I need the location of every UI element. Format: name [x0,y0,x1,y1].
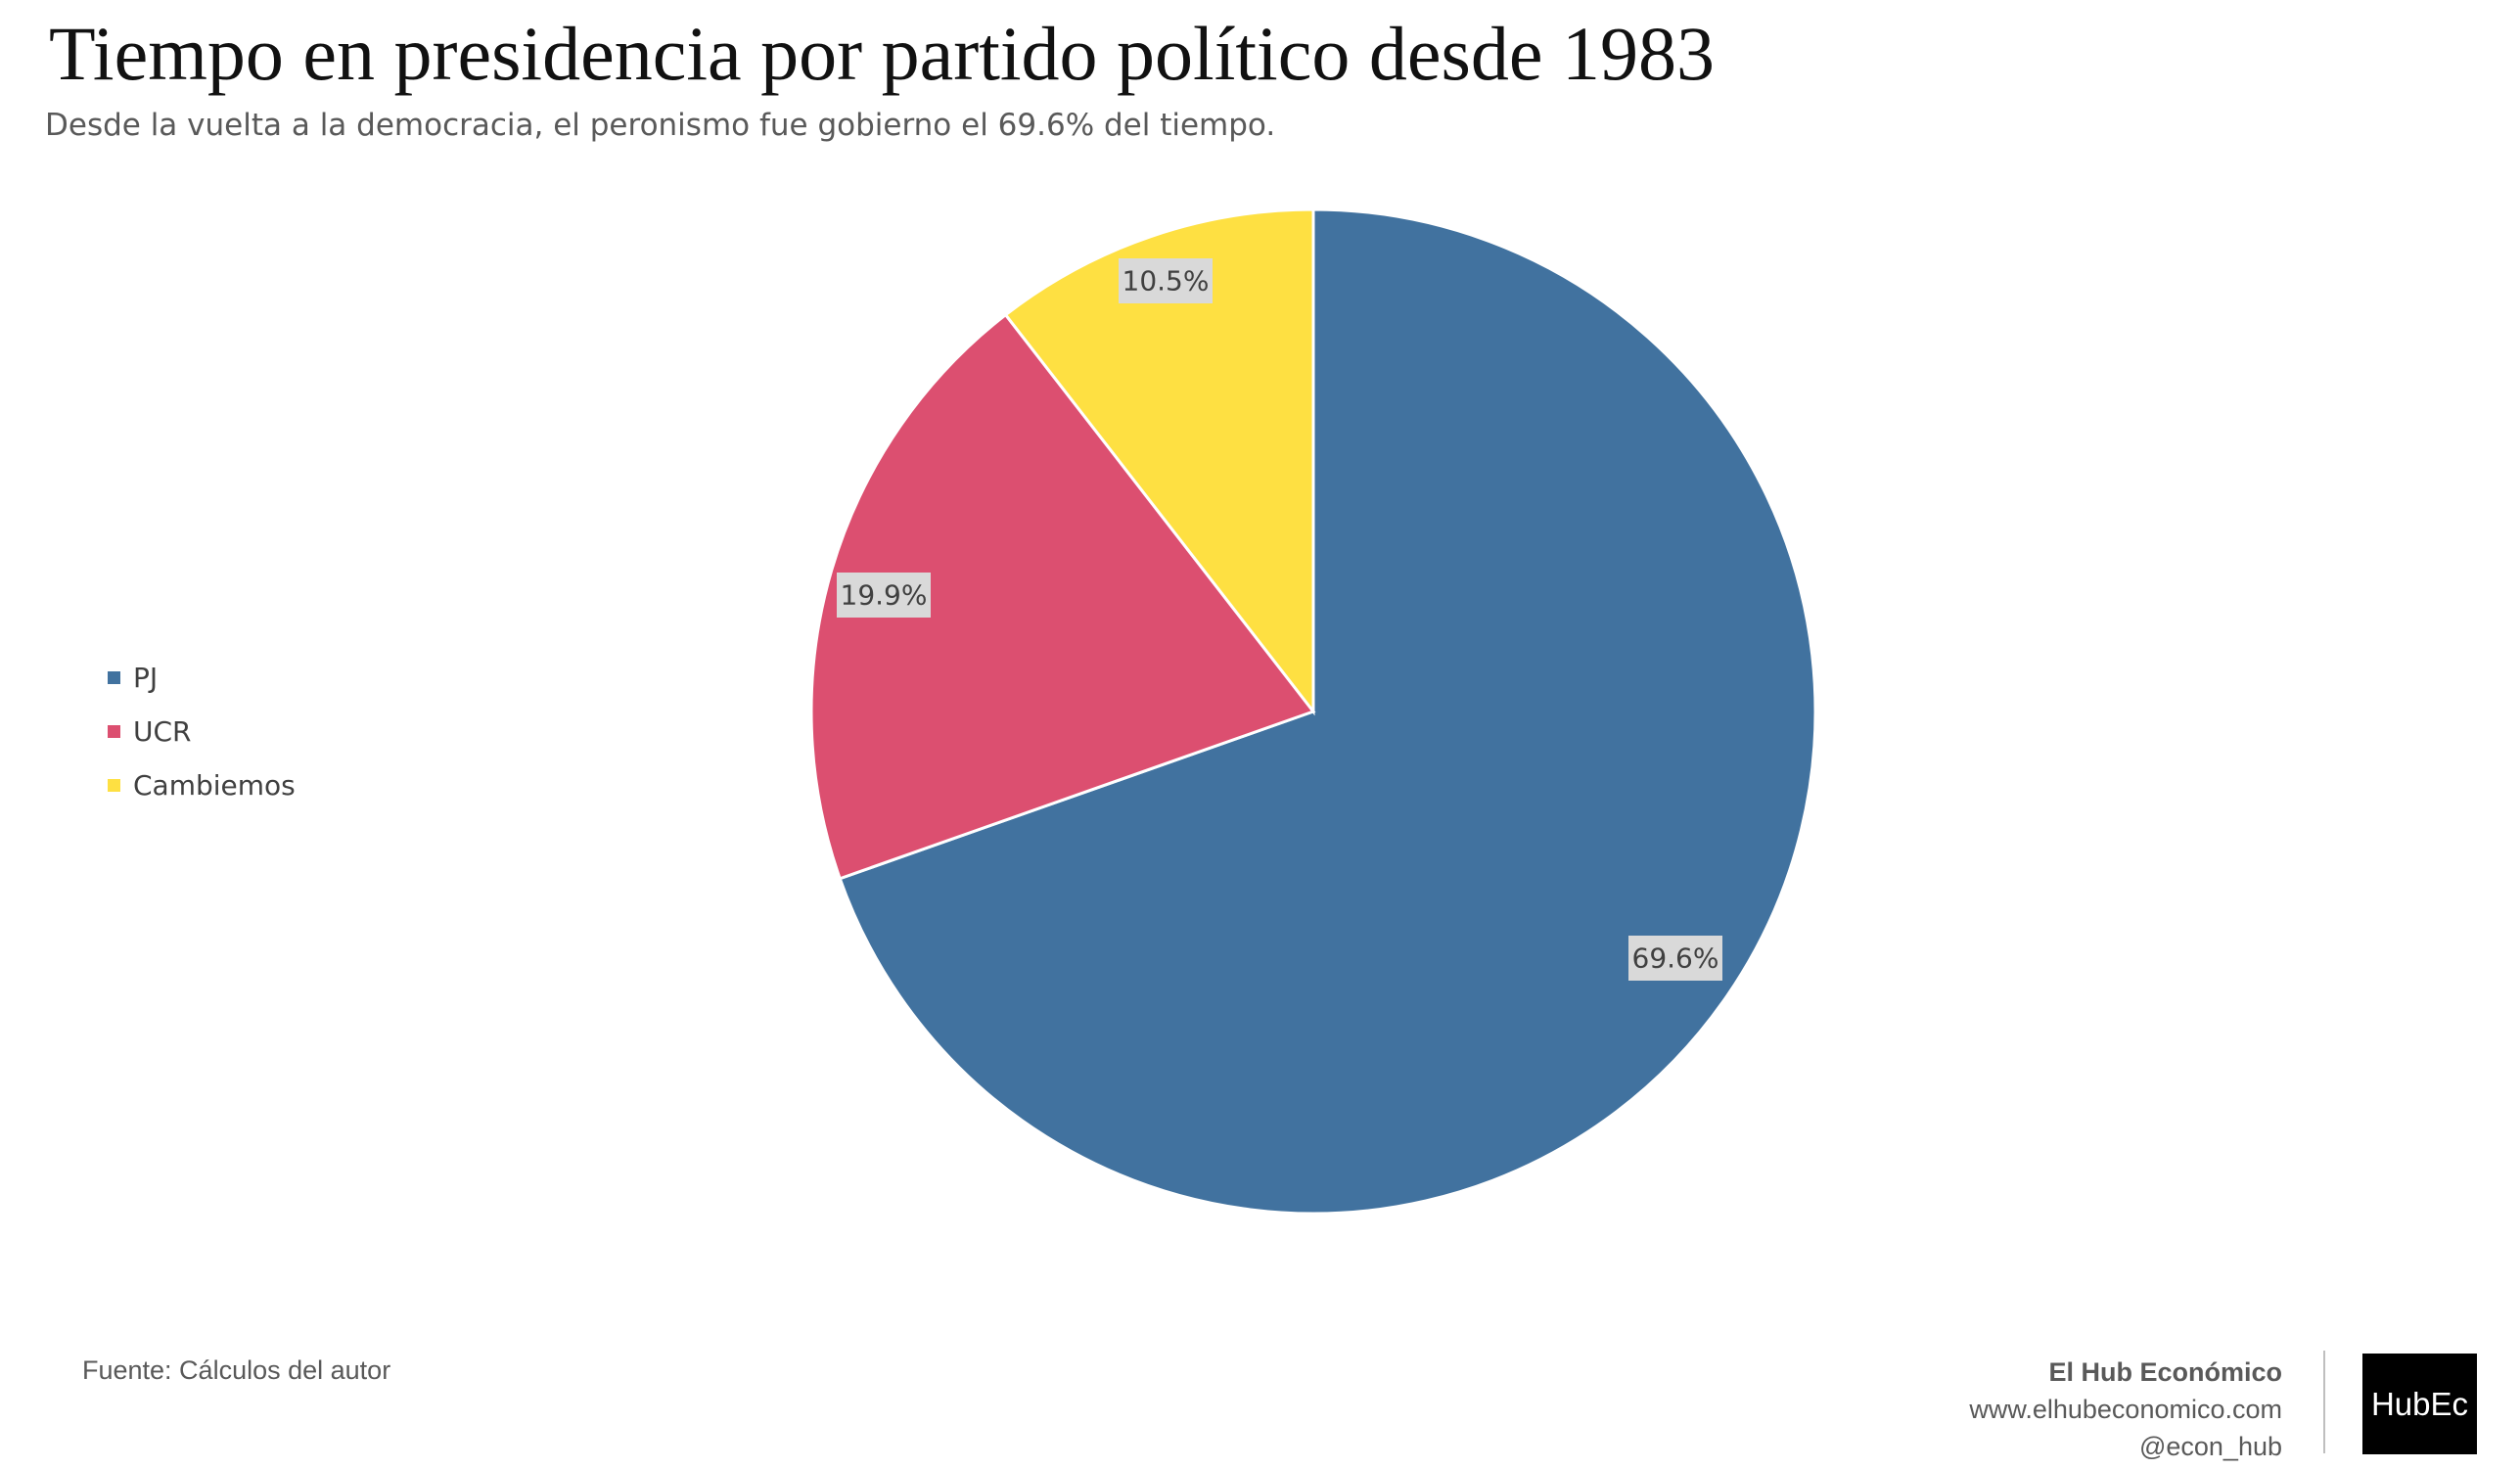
chart-legend: PJ UCR Cambiemos [108,651,296,812]
legend-item-ucr: UCR [108,705,296,758]
data-label-text: 69.6% [1632,942,1719,975]
legend-swatch-pj [108,671,120,684]
legend-item-cambiemos: Cambiemos [108,758,296,812]
brand-divider [2323,1351,2325,1453]
pie-slice-pj [838,207,1817,1216]
pie-data-labels: 69.6% 19.9% 10.5% [837,258,1722,981]
brand-handle: @econ_hub [2138,1432,2282,1461]
pie-slice-ucr [809,312,1316,881]
chart-subtitle: Desde la vuelta a la democracia, el pero… [45,108,1276,143]
legend-label-cambiemos: Cambiemos [133,769,296,802]
data-label-box [1119,258,1213,303]
brand-name: El Hub Económico [2048,1357,2282,1387]
data-label-box [1628,936,1722,981]
data-label-text: 19.9% [841,579,928,612]
pie-slices [809,207,1817,1216]
brand-url: www.elhubeconomico.com [1969,1395,2282,1424]
data-label-ucr: 19.9% [837,573,931,618]
data-label-text: 10.5% [1123,265,1210,298]
data-label-box [837,573,931,618]
data-label-cambiemos: 10.5% [1119,258,1213,303]
source-note: Fuente: Cálculos del autor [82,1355,391,1385]
data-label-pj: 69.6% [1628,936,1722,981]
legend-label-ucr: UCR [133,715,192,748]
pie-slice-cambiemos [1003,207,1315,716]
legend-label-pj: PJ [133,662,159,694]
brand-block: El Hub Económico www.elhubeconomico.com … [1969,1354,2282,1465]
legend-swatch-ucr [108,725,120,738]
legend-swatch-cambiemos [108,779,120,792]
legend-item-pj: PJ [108,651,296,705]
chart-title: Tiempo en presidencia por partido políti… [49,11,1715,96]
brand-logo: HubEc [2362,1354,2477,1454]
